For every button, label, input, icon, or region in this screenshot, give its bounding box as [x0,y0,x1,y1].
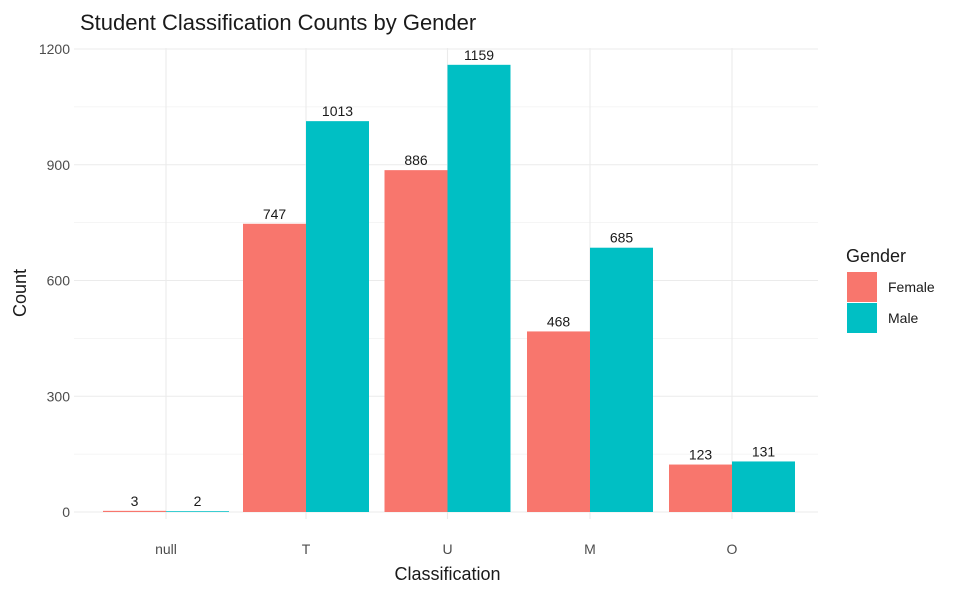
data-label-female-m: 468 [547,313,571,329]
y-tick-label: 300 [47,388,71,404]
y-tick-label: 900 [47,157,71,173]
x-tick-label: O [727,541,738,557]
x-tick-label: T [302,541,311,557]
x-tick-label: null [155,541,177,557]
data-label-male-o: 131 [752,443,776,459]
bar-male-m [590,247,653,512]
bar-female-m [527,331,590,512]
data-label-female-null: 3 [131,493,139,509]
bar-female-u [384,170,448,512]
y-tick-label: 600 [47,273,71,289]
bar-female-o [669,464,732,512]
data-label-male-u: 1159 [464,47,494,63]
y-tick-label: 1200 [39,41,70,57]
data-label-male-null: 2 [194,493,202,509]
bars [103,64,795,513]
data-label-female-t: 747 [263,206,287,222]
legend-title: Gender [846,246,906,266]
data-label-female-o: 123 [689,447,713,463]
bar-male-t [306,121,369,513]
bar-male-null [166,511,229,512]
y-tick-label: 0 [62,504,70,520]
bar-male-o [732,461,795,512]
bar-female-null [103,510,166,512]
x-tick-label: U [442,541,452,557]
y-axis-title: Count [10,269,30,317]
legend-key-female [847,272,877,302]
x-tick-label: M [584,541,596,557]
legend-key-male [847,303,877,333]
chart-title: Student Classification Counts by Gender [80,10,476,35]
legend-label-female: Female [888,279,935,295]
data-labels: 3 2 747 1013 886 1159 468 685 123 131 [131,47,776,509]
bar-male-u [447,64,511,513]
bar-female-t [243,223,306,512]
x-axis-title: Classification [394,564,500,584]
axes: 0 300 600 900 1200 null T U M O [39,41,738,557]
data-label-male-t: 1013 [322,103,353,119]
legend: Gender Female Male [846,246,935,333]
data-label-female-u: 886 [404,152,428,168]
legend-label-male: Male [888,310,919,326]
data-label-male-m: 685 [610,230,634,246]
